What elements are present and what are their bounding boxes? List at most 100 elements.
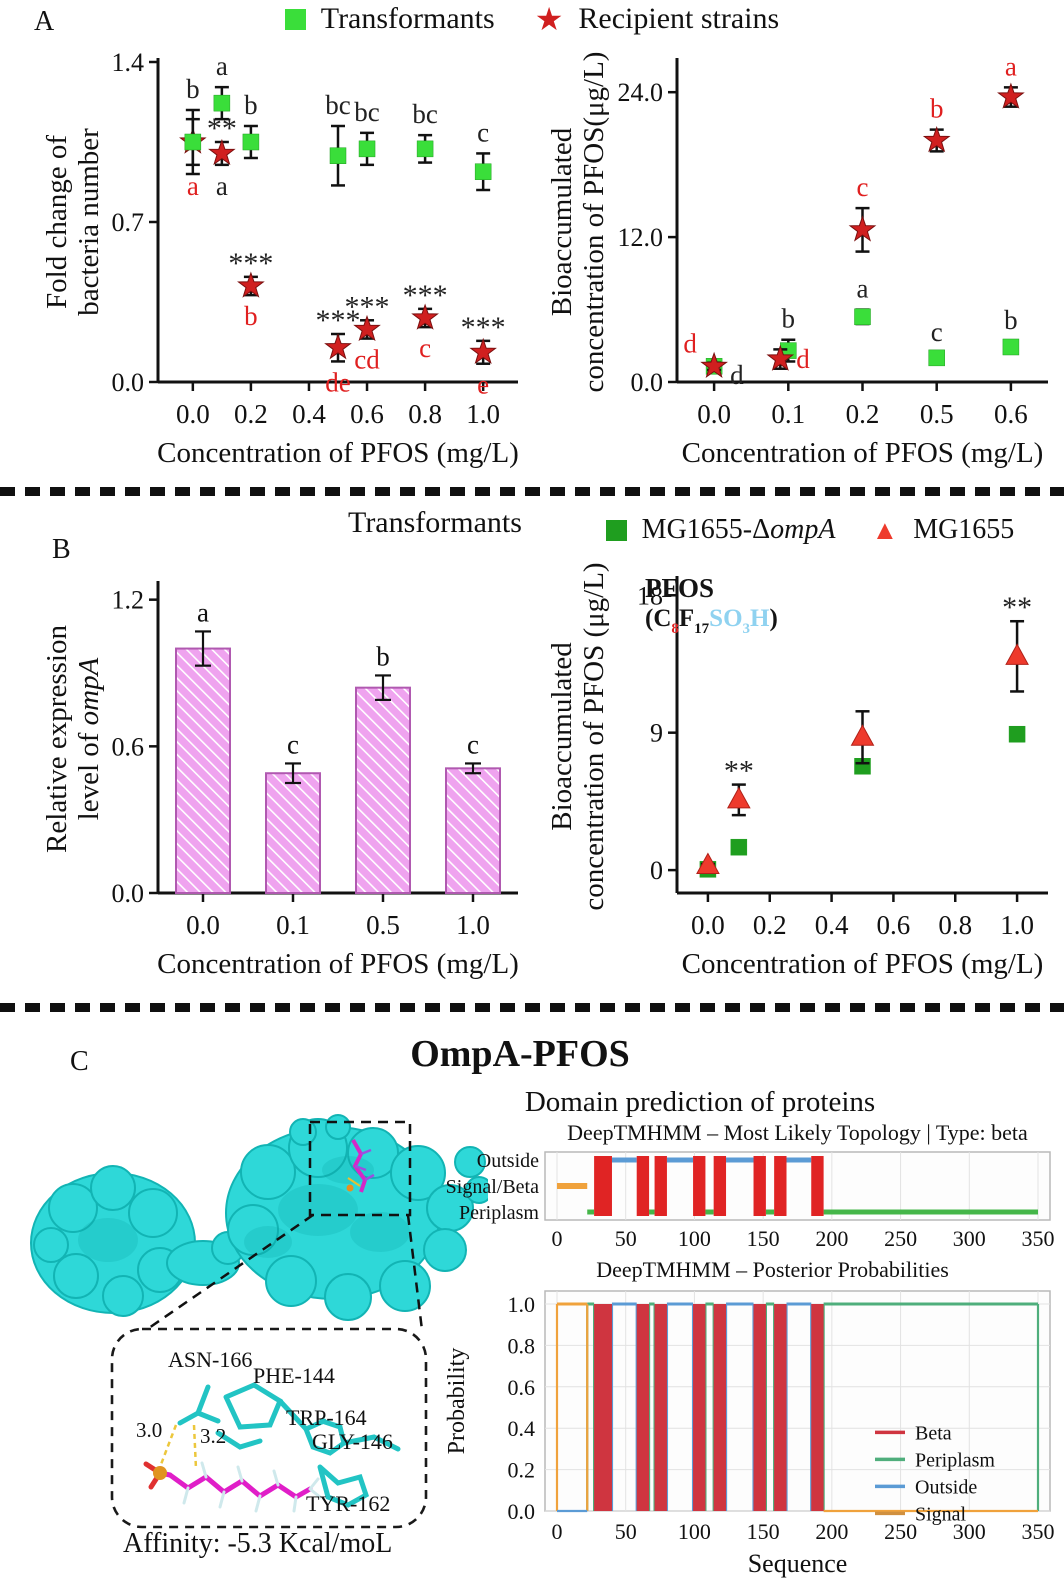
significance-label: b — [782, 304, 796, 334]
recipient-star-icon: ★ — [534, 1, 564, 37]
pfos-formula-annotation: PFOS (C8F17SO3H) — [645, 572, 778, 638]
bar-letter-label: c — [467, 729, 479, 759]
x-tick-label: 350 — [1022, 1226, 1055, 1251]
legend-entry: Signal — [915, 1503, 967, 1525]
significance-label: e — [477, 370, 489, 400]
x-tick-label: 50 — [615, 1226, 637, 1251]
chart-posterior-probabilities: 0 50 100 150 200 250 300 350 0.0 0.2 0.4 0.6 0.8 1.0 D… — [440, 1256, 1064, 1580]
mg1655-delta-square-icon — [605, 519, 627, 541]
square-data-point — [730, 838, 748, 856]
beta-strand-bar — [594, 1156, 612, 1216]
y-tick-label: 1.0 — [508, 1292, 536, 1317]
residue-label: GLY-146 — [312, 1429, 393, 1454]
triangle-data-point — [696, 852, 720, 875]
y-tick-label: 0.0 — [631, 368, 664, 397]
significance-label: b — [186, 74, 200, 104]
dashed-separator — [0, 487, 1064, 496]
pfos-ligand — [143, 1461, 322, 1513]
significance-label: *** — [228, 247, 273, 280]
x-tick-label: 0.1 — [276, 910, 310, 940]
transformants-square-icon — [284, 8, 306, 30]
x-tick-label: 0 — [552, 1226, 563, 1251]
residue-sticks — [177, 1382, 401, 1508]
legend-entry: Beta — [915, 1422, 952, 1444]
beta-probability-bar — [811, 1304, 824, 1511]
panel-b-label: B — [52, 534, 71, 565]
panel-b-title: Transformants — [348, 506, 522, 539]
x-tick-label: 0.6 — [877, 910, 911, 940]
square-data-point — [854, 308, 871, 326]
x-tick-label: 0.4 — [292, 399, 326, 429]
bar-letter-label: b — [376, 641, 390, 671]
y-tick-label: 1.2 — [112, 586, 145, 615]
y-tick-label: 0.6 — [508, 1375, 536, 1400]
bar — [175, 647, 231, 894]
significance-label: b — [244, 90, 258, 120]
y-tick-label: 1.4 — [112, 48, 145, 77]
y-axis-label: bacteria number — [73, 128, 105, 316]
significance-label: bc — [354, 97, 380, 127]
x-tick-label: 0.8 — [408, 399, 442, 429]
significance-label: c — [931, 317, 943, 347]
formula-segment: 17 — [694, 621, 710, 638]
formula-segment: F — [678, 605, 695, 633]
bar — [355, 686, 411, 894]
zoom-connector-line — [406, 1214, 424, 1331]
beta-strand-bar — [654, 1156, 667, 1216]
panel-a-label: A — [34, 6, 55, 37]
star-data-point — [997, 82, 1025, 109]
star-data-point — [324, 333, 352, 360]
legend-item-recipient-strains: ★ Recipient strains — [535, 2, 779, 36]
legend-entry: Outside — [915, 1476, 977, 1498]
x-axis-label: Concentration of PFOS (mg/L) — [682, 948, 1044, 980]
square-data-point — [1008, 725, 1026, 743]
star-data-point — [411, 303, 439, 330]
x-tick-label: 0.8 — [938, 910, 972, 940]
legend-item-mg1655-delta-ompa: MG1655-ΔompA — [605, 514, 835, 546]
square-data-point — [242, 133, 260, 151]
panel-c-title: OmpA-PFOS — [410, 1033, 630, 1075]
star-data-point — [848, 215, 877, 242]
beta-probability-bar — [774, 1304, 787, 1511]
square-data-point — [474, 163, 492, 180]
significance-label: d — [796, 344, 810, 374]
x-tick-label: 100 — [678, 1519, 711, 1544]
y-tick-label: 0.8 — [508, 1333, 536, 1358]
chart-title: DeepTMHMM – Posterior Probabilities — [596, 1257, 949, 1282]
ligand-binding-site — [346, 1139, 375, 1193]
residue-label: ASN-166 — [168, 1347, 252, 1372]
square-data-point — [416, 140, 434, 158]
topology-row-label: Periplasm — [459, 1202, 539, 1224]
y-tick-label: 0.6 — [112, 732, 145, 761]
x-tick-label: 0.0 — [176, 399, 210, 429]
significance-label: a — [187, 171, 199, 201]
beta-probability-bar — [713, 1304, 727, 1511]
pfos-formula-title: PFOS — [645, 573, 715, 603]
bar-letter-label: a — [197, 597, 209, 627]
significance-label: a — [1005, 51, 1017, 81]
significance-label: ** — [724, 755, 754, 788]
pfos-formula-line: (C8F17SO3H) — [645, 604, 778, 638]
star-data-point — [237, 271, 265, 298]
distance-label: 3.2 — [200, 1424, 226, 1448]
x-tick-label: 0.4 — [815, 910, 849, 940]
significance-label: *** — [316, 304, 361, 337]
beta-strand-bar — [811, 1156, 824, 1216]
legend-item-mg1655: ▲ MG1655 — [871, 514, 1014, 546]
x-tick-label: 0.2 — [846, 399, 880, 429]
x-axis-label: Concentration of PFOS (mg/L) — [157, 948, 519, 980]
significance-label: c — [857, 172, 869, 202]
beta-probability-bar — [693, 1304, 706, 1511]
residue-label: PHE-144 — [253, 1363, 335, 1388]
y-tick-label: 24.0 — [618, 78, 664, 107]
bar — [265, 772, 321, 895]
x-tick-label: 0.5 — [366, 910, 400, 940]
y-tick-label: 0.0 — [112, 879, 145, 908]
beta-strand-bar — [753, 1156, 766, 1216]
significance-label: c — [477, 117, 489, 147]
triangle-data-point — [850, 724, 875, 746]
significance-label: d — [683, 329, 697, 359]
bar-letter-label: c — [287, 729, 299, 759]
